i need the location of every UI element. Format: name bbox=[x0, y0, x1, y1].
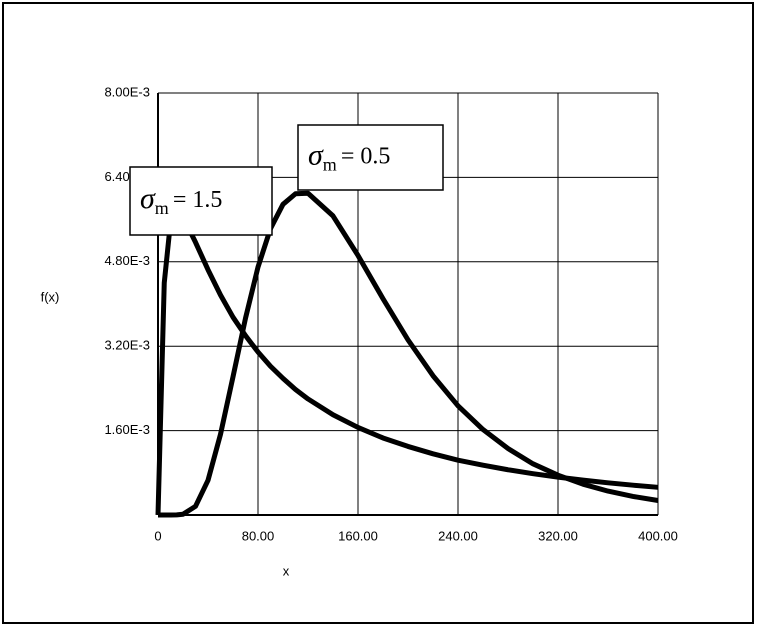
x-tick-label: 320.00 bbox=[538, 528, 578, 543]
annotation-subscript: m bbox=[155, 198, 169, 218]
annotation-symbol: σ bbox=[140, 182, 156, 215]
y-tick-label: 8.00E-3 bbox=[104, 84, 150, 99]
annotation-box bbox=[129, 166, 273, 236]
annotation: σm = 0.5 bbox=[308, 138, 390, 174]
annotation-box bbox=[297, 124, 444, 191]
series-line bbox=[155, 208, 659, 516]
x-tick-label: 160.00 bbox=[338, 528, 378, 543]
annotation-subscript: m bbox=[323, 155, 337, 175]
x-tick-label: 400.00 bbox=[638, 528, 678, 543]
x-tick-label: 0 bbox=[154, 528, 161, 543]
x-axis-label: x bbox=[283, 563, 290, 578]
annotation-symbol: σ bbox=[308, 138, 324, 171]
y-tick-label: 3.20E-3 bbox=[104, 338, 150, 353]
y-axis-label: f(x) bbox=[41, 289, 60, 304]
series-line bbox=[158, 190, 659, 518]
y-tick-label: 4.80E-3 bbox=[104, 253, 150, 268]
annotation-text: = 1.5 bbox=[173, 187, 223, 213]
x-tick-label: 240.00 bbox=[438, 528, 478, 543]
x-tick-label: 80.00 bbox=[242, 528, 275, 543]
annotation: σm = 1.5 bbox=[140, 182, 222, 218]
y-tick-label: 1.60E-3 bbox=[104, 422, 150, 437]
annotation-text: = 0.5 bbox=[341, 143, 391, 169]
